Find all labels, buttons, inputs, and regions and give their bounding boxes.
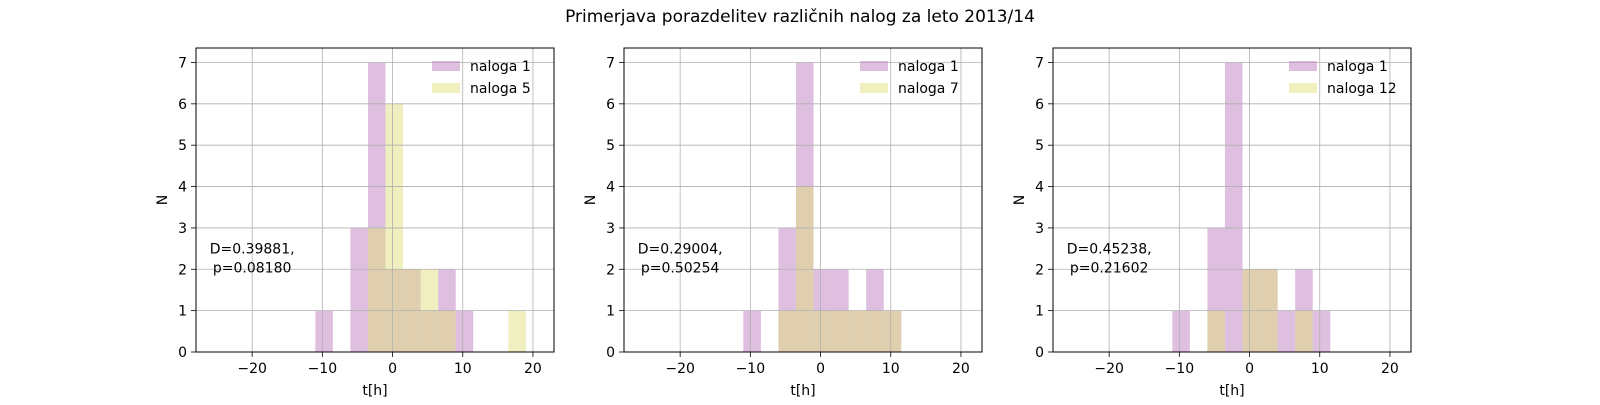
- y-tick-label: 5: [606, 138, 615, 154]
- x-tick-label: 10: [454, 361, 472, 377]
- bar-b-1-0: [367, 227, 386, 352]
- y-tick-label: 1: [606, 304, 615, 320]
- bar-b-1-5: [508, 310, 526, 352]
- x-axis-label: t[h]: [362, 383, 387, 399]
- bar-b-2-0: [778, 310, 796, 352]
- y-tick-label: 2: [1035, 262, 1044, 278]
- x-tick-label: −10: [308, 361, 338, 377]
- y-tick-label: 7: [606, 55, 615, 71]
- x-tick-label: 20: [952, 361, 970, 377]
- y-tick-label: 3: [1035, 221, 1044, 237]
- legend-swatch-2: [860, 83, 888, 93]
- bar-b-1-4: [438, 310, 456, 352]
- bar-a-1-7: [455, 310, 474, 352]
- y-tick-label: 6: [178, 97, 187, 113]
- legend-label-1: naloga 1: [1327, 59, 1388, 75]
- x-tick-label: −10: [1165, 361, 1195, 377]
- legend-swatch-1: [432, 61, 460, 71]
- x-axis-label: t[h]: [790, 383, 815, 399]
- annotation-line-2: p=0.21602: [1070, 261, 1149, 277]
- bar-a-3-7: [1312, 310, 1331, 352]
- x-tick-label: 20: [1381, 361, 1399, 377]
- legend-label-1: naloga 1: [470, 59, 531, 75]
- y-tick-label: 3: [606, 221, 615, 237]
- legend-swatch-1: [1289, 61, 1317, 71]
- x-tick-label: 10: [1311, 361, 1329, 377]
- annotation-line-2: p=0.08180: [213, 261, 292, 277]
- x-tick-label: −20: [665, 361, 695, 377]
- y-tick-label: 2: [178, 262, 187, 278]
- annotation-line-1: D=0.29004,: [638, 242, 723, 258]
- x-tick-label: 0: [1245, 361, 1254, 377]
- y-tick-label: 6: [1035, 97, 1044, 113]
- bar-a-2-0: [743, 310, 761, 352]
- bar-b-2-3: [831, 310, 849, 352]
- y-tick-label: 1: [178, 304, 187, 320]
- y-tick-label: 0: [606, 345, 615, 361]
- bar-a-3-0: [1172, 310, 1190, 352]
- legend-swatch-1: [860, 61, 888, 71]
- y-axis-label: N: [155, 195, 171, 205]
- y-axis-label: N: [1012, 195, 1028, 205]
- y-tick-label: 3: [178, 221, 187, 237]
- legend-swatch-2: [432, 83, 460, 93]
- legend-label-2: naloga 7: [898, 81, 959, 97]
- y-tick-label: 4: [178, 180, 187, 196]
- x-axis-label: t[h]: [1219, 383, 1244, 399]
- x-tick-label: 0: [816, 361, 825, 377]
- x-tick-label: 20: [524, 361, 542, 377]
- axes-frame: [623, 47, 983, 353]
- y-tick-label: 5: [1035, 138, 1044, 154]
- x-tick-label: 0: [388, 361, 397, 377]
- y-tick-label: 1: [1035, 304, 1044, 320]
- legend-label-1: naloga 1: [898, 59, 959, 75]
- legend-label-2: naloga 5: [470, 81, 531, 97]
- bar-b-3-0: [1207, 310, 1225, 352]
- subplot-1: −20 −10 0 10 20 0 1 2 3 4 5 6 7 t[h] N D=0.39881, p=0.08…: [155, 47, 555, 399]
- figure-title: Primerjava porazdelitev različnih nalog …: [565, 7, 1035, 27]
- y-tick-label: 6: [606, 97, 615, 113]
- bar-b-2-4: [848, 310, 867, 352]
- axes-frame: [1052, 47, 1412, 353]
- subplot-3: −20 −10 0 10 20 0 1 2 3 4 5 6 7 t[h] N D=0.45238, p=0.21…: [1012, 47, 1412, 399]
- bar-a-1-0: [315, 310, 333, 352]
- bar-a-3-5: [1277, 310, 1296, 352]
- bar-b-2-6: [883, 310, 902, 352]
- annotation-line-1: D=0.39881,: [210, 242, 295, 258]
- y-tick-label: 0: [178, 345, 187, 361]
- bar-a-3-2: [1224, 62, 1243, 352]
- x-tick-label: −20: [1094, 361, 1124, 377]
- subplot-2: −20 −10 0 10 20 0 1 2 3 4 5 6 7 t[h] N D=0.29004, p=0.50…: [583, 47, 983, 399]
- y-tick-label: 2: [606, 262, 615, 278]
- y-axis-label: N: [583, 195, 599, 205]
- annotation-line-2: p=0.50254: [641, 261, 720, 277]
- y-tick-label: 7: [1035, 55, 1044, 71]
- y-tick-label: 0: [1035, 345, 1044, 361]
- legend-swatch-2: [1289, 83, 1317, 93]
- x-tick-label: −20: [237, 361, 267, 377]
- bar-b-3-3: [1295, 310, 1313, 352]
- y-tick-label: 5: [178, 138, 187, 154]
- bar-b-2-2: [813, 310, 832, 352]
- axes-frame: [195, 47, 555, 353]
- y-tick-label: 4: [1035, 180, 1044, 196]
- x-tick-label: 10: [882, 361, 900, 377]
- y-tick-label: 7: [178, 55, 187, 71]
- bar-a-1-1: [350, 227, 368, 352]
- bar-b-2-5: [866, 310, 884, 352]
- legend-label-2: naloga 12: [1327, 81, 1397, 97]
- x-tick-label: −10: [736, 361, 766, 377]
- y-tick-label: 4: [606, 180, 615, 196]
- annotation-line-1: D=0.45238,: [1067, 242, 1152, 258]
